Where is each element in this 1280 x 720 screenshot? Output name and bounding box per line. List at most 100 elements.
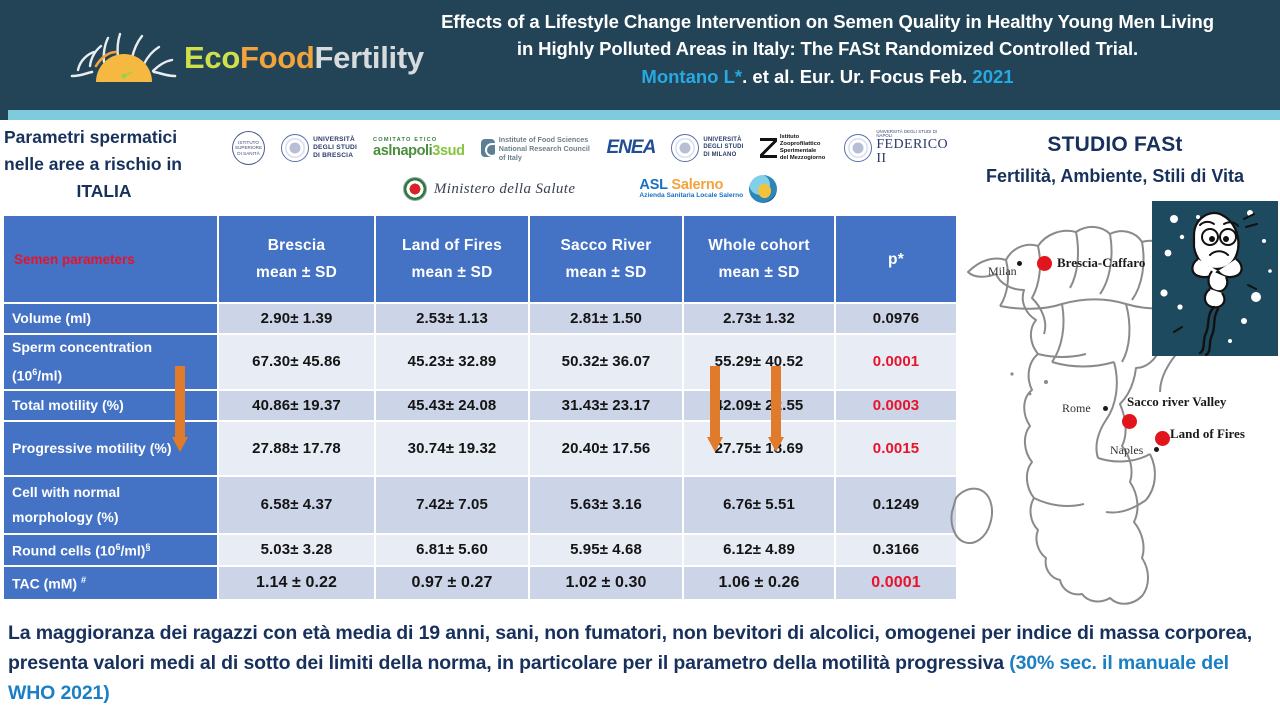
header-brescia: Brescia mean ± SD <box>219 216 374 302</box>
cell-total-motility-land-of-fires: 45.43± 24.08 <box>376 390 528 420</box>
cnr-l1: Institute of Food Sciences <box>498 134 589 144</box>
caption-line3: della motilità progressiva <box>772 652 1010 674</box>
header-sacco-river: Sacco River mean ± SD <box>530 216 682 302</box>
row-label-volume: Volume (ml) <box>4 304 217 333</box>
cell-morphology-p: 0.1249 <box>836 476 956 533</box>
label-naples: Naples <box>1110 443 1144 457</box>
studio-fast-title: STUDIO FASt <box>1047 133 1183 156</box>
logo-istituto-superiore-sanita: ISTITUTO SUPERIORE DI SANITÀ <box>232 131 266 165</box>
citation-author: Montano L* <box>641 66 743 87</box>
federico-seal-icon <box>844 134 873 162</box>
citation-middle: . et al. Eur. Ur. Focus Feb. <box>742 66 973 87</box>
morphology-tail: morphology (%) <box>12 508 119 525</box>
marker-brescia-caffaro <box>1037 256 1052 271</box>
federico-label: UNIVERSITÀ DEGLI STUDI DI NAPOLI FEDERIC… <box>876 129 948 167</box>
header-p-value: p* <box>836 216 956 302</box>
header-lof-sub: mean ± SD <box>411 264 493 281</box>
asl-salerno-l1: ASL Salerno <box>639 176 743 193</box>
cell-morphology-land-of-fires: 7.42± 7.05 <box>376 476 528 533</box>
cnr-l2: National Research Council of Italy <box>498 143 590 162</box>
tac-footnote-marker: # <box>80 575 87 586</box>
zooprofilattico-label: Istituto Zooprofilattico Sperimentale de… <box>780 134 828 162</box>
table-row: TAC (mM) # 1.14 ± 0.22 0.97 ± 0.27 1.02 … <box>4 566 956 599</box>
left-heading-line2: nelle aree a rischio in <box>4 154 182 174</box>
brescia-l3: DI BRESCIA <box>313 152 354 159</box>
logo-eco: Eco <box>184 40 240 75</box>
cell-volume-land-of-fires: 2.53± 1.13 <box>376 304 528 333</box>
header-p-name: p* <box>888 250 904 268</box>
milano-seal-icon <box>671 134 700 162</box>
caption-line1: La maggioranza dei ragazzi con età media… <box>8 622 1011 644</box>
sperm-conc-main: Sperm concentration <box>12 339 153 355</box>
aslnapoli-label: aslnapoli3sud <box>373 142 465 159</box>
header-lof-name: Land of Fires <box>402 237 502 254</box>
studio-fast-subtitle: Fertilità, Ambiente, Stili di Vita <box>985 166 1245 186</box>
label-land-of-fires: Land of Fires <box>1170 426 1245 441</box>
salerno-word: Salerno <box>671 176 724 193</box>
cell-round-cells-p: 0.3166 <box>836 534 956 565</box>
round-cells-footnote-marker: § <box>145 542 151 553</box>
sperm-conc-sup: 6 <box>32 367 38 377</box>
institution-logos-row2: Ministero della Salute ASL Salerno Azien… <box>232 170 948 208</box>
logo-enea: ENEA <box>606 137 657 158</box>
row-label-progressive-motility: Progressive motility (%) <box>4 421 217 475</box>
milano-label: UNIVERSITÀ DEGLI STUDI DI MILANO <box>703 137 743 159</box>
cell-tac-brescia: 1.14 ± 0.22 <box>219 566 374 599</box>
logo-ministero-salute: Ministero della Salute <box>402 177 576 201</box>
label-sacco-river-valley: Sacco river Valley <box>1127 394 1227 409</box>
logo-universita-brescia: UNIVERSITÀ DEGLI STUDI DI BRESCIA <box>281 134 357 162</box>
cell-tac-p: 0.0001 <box>836 566 956 599</box>
institution-logos-row1: ISTITUTO SUPERIORE DI SANITÀ UNIVERSITÀ … <box>232 126 948 170</box>
comitato-etico-label: COMITATO ETICO <box>373 136 438 143</box>
label-brescia-caffaro: Brescia-Caffaro <box>1057 255 1146 270</box>
cell-prog-motility-whole-cohort: 27.75± 18.69 <box>684 421 834 475</box>
cell-round-cells-brescia: 5.03± 3.28 <box>219 534 374 565</box>
city-dot-rome <box>1103 406 1108 411</box>
zooprofilattico-mark-icon <box>759 138 777 158</box>
tac-main: TAC (mM) <box>12 575 81 592</box>
logo-institute-food-sciences: Institute of Food Sciences National Rese… <box>480 135 591 162</box>
cell-round-cells-whole-cohort: 6.12± 4.89 <box>684 534 834 565</box>
marker-sacco-river-valley <box>1122 414 1137 429</box>
table-row: Sperm concentration (106/ml) 67.30± 45.8… <box>4 335 956 389</box>
table-header-row: Semen parameters Brescia mean ± SD Land … <box>4 216 956 302</box>
header-band <box>0 0 1280 110</box>
header-land-of-fires: Land of Fires mean ± SD <box>376 216 528 302</box>
asl-salerno-label: ASL Salerno Azienda Sanitaria Locale Sal… <box>639 176 743 200</box>
cell-sperm-conc-brescia: 67.30± 45.86 <box>219 335 374 389</box>
header-sacco-name: Sacco River <box>560 237 652 254</box>
aslnapoli-main: aslnapoli <box>373 142 433 159</box>
table-row: Progressive motility (%) 27.88± 17.78 30… <box>4 421 956 475</box>
cell-tac-whole-cohort: 1.06 ± 0.26 <box>684 566 834 599</box>
milano-l3: DI MILANO <box>703 151 737 158</box>
sad-sperm-cartoon <box>1152 201 1278 356</box>
round-cells-main: Round cells (10 <box>12 542 116 559</box>
brescia-l1: UNIVERSITÀ <box>313 136 355 143</box>
sperm-cartoon-illustration <box>1160 210 1272 356</box>
cnr-mark-icon <box>480 139 499 157</box>
caption-who-reference: (30% sec. il manuale del WHO 2021) <box>8 652 1229 704</box>
city-dot-milan <box>1017 261 1022 266</box>
cell-sperm-conc-land-of-fires: 45.23± 32.89 <box>376 335 528 389</box>
aslnapoli-accent: 3sud <box>432 142 465 159</box>
asl-globe-icon <box>749 175 778 203</box>
paper-title-block: Effects of a Lifestyle Change Interventi… <box>380 8 1275 88</box>
cell-prog-motility-brescia: 27.88± 17.78 <box>219 421 374 475</box>
italy-emblem-icon <box>402 177 427 201</box>
header-sacco-sub: mean ± SD <box>565 264 647 281</box>
logo-food: Food <box>239 40 315 75</box>
row-label-sperm-concentration: Sperm concentration (106/ml) <box>4 335 217 389</box>
table-row: Cell with normal morphology (%) 6.58± 4.… <box>4 476 956 533</box>
cell-volume-brescia: 2.90± 1.39 <box>219 304 374 333</box>
cell-sperm-conc-sacco-river: 50.32± 36.07 <box>530 335 682 389</box>
left-heading-line3: ITALIA <box>76 181 132 201</box>
logo-istituto-zooprofilattico: Istituto Zooprofilattico Sperimentale de… <box>759 134 829 162</box>
header-whole-cohort: Whole cohort mean ± SD <box>684 216 834 302</box>
cell-prog-motility-p: 0.0015 <box>836 421 956 475</box>
cnr-label: Institute of Food Sciences National Rese… <box>499 135 591 162</box>
citation-year: 2021 <box>972 66 1014 87</box>
row-label-normal-morphology: Cell with normal morphology (%) <box>4 476 217 533</box>
logo-fertility: Fertility <box>314 40 425 75</box>
round-cells-tail: /ml) <box>120 542 146 559</box>
table-row: Volume (ml) 2.90± 1.39 2.53± 1.13 2.81± … <box>4 304 956 333</box>
